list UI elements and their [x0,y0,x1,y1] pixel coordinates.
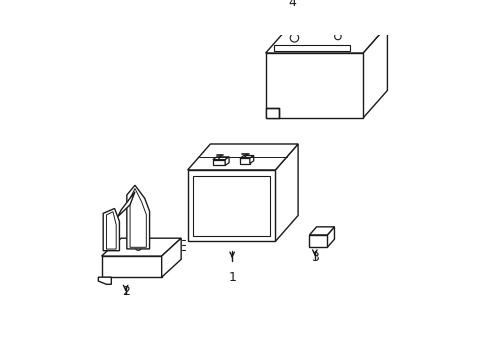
Polygon shape [240,156,253,158]
Polygon shape [240,158,249,163]
Text: 3: 3 [310,251,318,264]
Polygon shape [106,212,116,249]
Polygon shape [187,170,275,242]
Polygon shape [274,45,350,51]
Polygon shape [118,192,135,217]
Text: 4: 4 [288,0,296,9]
Polygon shape [265,108,278,118]
Polygon shape [162,238,181,277]
Polygon shape [126,185,149,249]
Text: 1: 1 [228,271,236,284]
Polygon shape [275,144,298,242]
Polygon shape [187,144,298,170]
Polygon shape [265,26,386,53]
Polygon shape [102,256,162,277]
Polygon shape [326,227,334,247]
Polygon shape [212,157,228,159]
Polygon shape [212,159,224,166]
Polygon shape [192,176,270,235]
Polygon shape [265,53,362,118]
Polygon shape [309,235,326,247]
Polygon shape [130,189,146,247]
Text: 2: 2 [122,285,129,298]
Polygon shape [362,26,386,118]
Polygon shape [309,227,334,235]
Polygon shape [102,238,181,256]
Polygon shape [103,208,119,251]
Polygon shape [224,157,228,166]
Polygon shape [249,156,253,163]
Polygon shape [98,277,111,284]
